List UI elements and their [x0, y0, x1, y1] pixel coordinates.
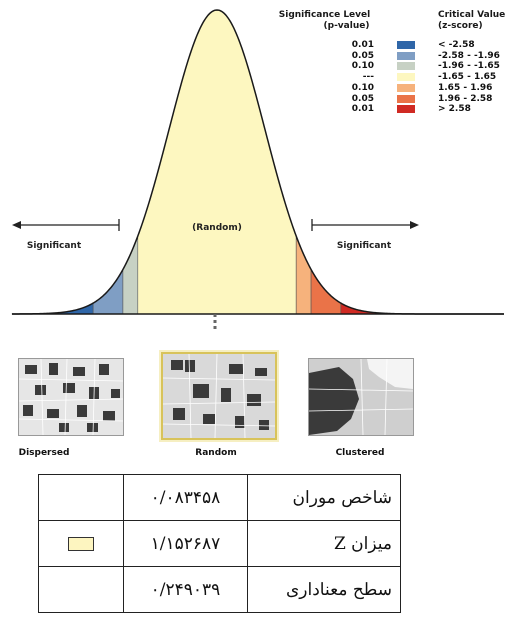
- legend-zrange: -1.96 - -1.65: [438, 61, 500, 72]
- legend-swatch: [397, 83, 415, 92]
- map-random-image: [163, 354, 275, 438]
- normal-curve-diagram: (Random) Significant Significant: [11, 9, 504, 330]
- significant-left-label: Significant: [27, 241, 82, 251]
- critical-header-line2: (z-score): [438, 21, 483, 31]
- result-swatch: [68, 537, 94, 551]
- map-random: [161, 352, 277, 440]
- band-p010-neg: [122, 235, 139, 315]
- map-dispersed: [18, 358, 124, 436]
- moran-index-label: شاخص موران: [247, 474, 401, 521]
- z-score-label: میزان Z: [247, 520, 401, 567]
- legend-pvalue: 0.01: [351, 104, 374, 115]
- legend-swatch: [397, 51, 415, 60]
- random-label: (Random): [192, 223, 242, 233]
- legend-swatch: [397, 73, 415, 82]
- significant-right-label: Significant: [337, 241, 392, 251]
- table-symbol-cell: [38, 520, 124, 567]
- legend-zrange: 1.65 - 1.96: [438, 82, 493, 93]
- p-value-value: ۰/۲۴۹۰۳۹: [123, 566, 248, 613]
- legend-pvalue: 0.10: [351, 82, 374, 93]
- critical-header-line1: Critical Value: [438, 10, 506, 20]
- legend-swatch: [397, 62, 415, 71]
- legend-zrange: < -2.58: [438, 40, 475, 50]
- legend-zrange: 1.96 - 2.58: [438, 93, 493, 104]
- left-arrow-head: [12, 221, 21, 229]
- moran-results-table: ۰/۰۸۳۴۵۸ شاخص موران ۱/۱۵۲۶۸۷ میزان Z ۰/۲…: [38, 474, 401, 613]
- significance-header: Significance Level (p-value): [272, 10, 377, 32]
- band-p001-pos: [340, 302, 504, 315]
- table-row: ۰/۲۴۹۰۳۹ سطح معناداری: [38, 566, 401, 613]
- legend-pvalue: 0.10: [351, 61, 374, 72]
- band-not-significant: [137, 9, 297, 315]
- map-clustered: [308, 358, 414, 436]
- band-p010-pos: [295, 235, 312, 315]
- legend-pvalue: 0.01: [351, 40, 374, 50]
- table-row: ۱/۱۵۲۶۸۷ میزان Z: [38, 520, 401, 567]
- p-value-label: سطح معناداری: [247, 566, 401, 613]
- table-symbol-cell: [38, 566, 124, 613]
- significance-header-line1: Significance Level: [278, 10, 371, 20]
- legend-zrange: > 2.58: [438, 104, 471, 115]
- legend-pvalue: 0.05: [351, 50, 374, 61]
- legend-swatch: [397, 41, 415, 49]
- map-label-dispersed: Dispersed: [18, 448, 70, 458]
- table-row: ۰/۰۸۳۴۵۸ شاخص موران: [38, 474, 401, 521]
- legend-zrange: -2.58 - -1.96: [438, 50, 500, 61]
- map-label-clustered: Clustered: [335, 448, 385, 458]
- critical-header: Critical Value (z-score): [438, 10, 505, 32]
- legend-swatch: [397, 105, 415, 114]
- legend-pvalue: 0.05: [351, 93, 374, 104]
- table-symbol-cell: [38, 474, 124, 521]
- right-arrow-head: [410, 221, 419, 229]
- map-dispersed-image: [19, 359, 123, 435]
- legend-swatch: [397, 94, 415, 103]
- significance-header-line2: (p-value): [323, 21, 370, 31]
- legend-pvalue: ---: [362, 72, 374, 83]
- map-clustered-image: [309, 359, 413, 435]
- curve-bands: [11, 9, 504, 315]
- map-label-random: Random: [195, 448, 237, 458]
- z-score-value: ۱/۱۵۲۶۸۷: [123, 520, 248, 567]
- moran-index-value: ۰/۰۸۳۴۵۸: [123, 474, 248, 521]
- legend-zrange: -1.65 - 1.65: [438, 72, 497, 83]
